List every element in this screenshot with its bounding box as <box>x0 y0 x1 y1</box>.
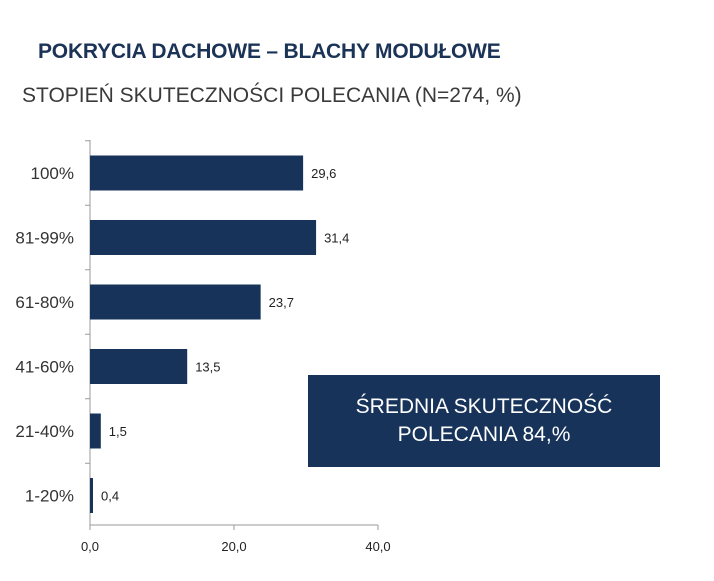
x-tick-label: 40,0 <box>365 539 390 554</box>
category-label: 21-40% <box>15 422 74 441</box>
category-label: 41-60% <box>15 358 74 377</box>
bar <box>90 220 317 255</box>
x-tick-label: 20,0 <box>221 539 246 554</box>
category-label: 61-80% <box>15 293 74 312</box>
chart-subtitle: STOPIEŃ SKUTECZNOŚCI POLECANIA (N=274, %… <box>22 84 522 107</box>
x-tick-label: 0,0 <box>81 539 99 554</box>
bar <box>90 478 93 513</box>
category-label: 100% <box>31 164 74 183</box>
data-label: 31,4 <box>324 231 349 246</box>
data-label: 13,5 <box>195 360 220 375</box>
bar <box>90 155 304 191</box>
data-label: 29,6 <box>311 166 336 181</box>
bar <box>90 413 101 449</box>
callout-line-1: ŚREDNIA SKUTECZNOŚĆ <box>355 395 613 418</box>
callout-line-2: POLECANIA 84,% <box>397 423 571 446</box>
bar <box>90 284 261 320</box>
data-label: 23,7 <box>269 295 294 310</box>
bar <box>90 349 188 384</box>
data-label: 1,5 <box>109 424 127 439</box>
category-label: 1-20% <box>25 487 74 506</box>
average-callout-box: ŚREDNIA SKUTECZNOŚĆ POLECANIA 84,% <box>308 375 660 467</box>
data-label: 0,4 <box>101 489 119 504</box>
chart-title: POKRYCIA DACHOWE – BLACHY MODUŁOWE <box>38 40 501 63</box>
category-label: 81-99% <box>15 229 74 248</box>
